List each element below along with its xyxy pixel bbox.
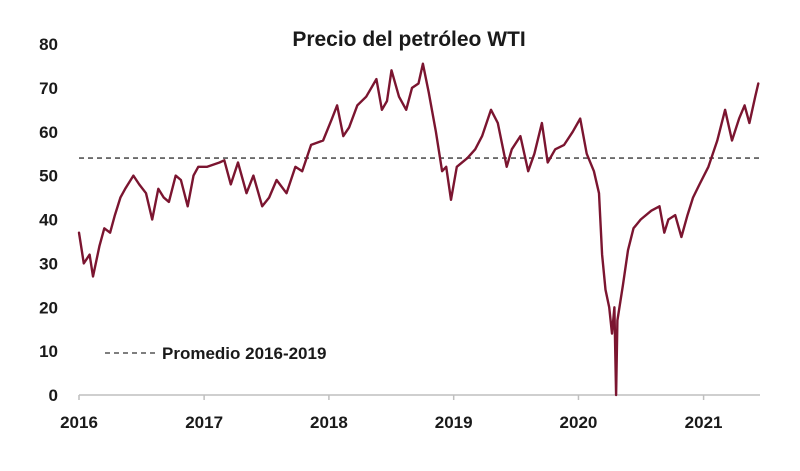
x-tick-label: 2016 xyxy=(60,413,98,432)
y-tick-label: 70 xyxy=(39,79,58,98)
legend-label: Promedio 2016-2019 xyxy=(162,344,326,363)
x-tick-label: 2020 xyxy=(560,413,598,432)
wti-price-line xyxy=(77,62,760,397)
y-tick-label: 60 xyxy=(39,123,58,142)
y-axis: 0 10 20 30 40 50 60 70 80 xyxy=(39,35,58,405)
y-tick-label: 30 xyxy=(39,254,58,273)
chart-title: Precio del petróleo WTI xyxy=(292,28,525,51)
x-tick-label: 2017 xyxy=(185,413,223,432)
legend: Promedio 2016-2019 xyxy=(105,344,326,363)
y-tick-label: 0 xyxy=(49,386,58,405)
x-axis: 2016 2017 2018 2019 2020 2021 xyxy=(60,395,723,432)
y-tick-label: 10 xyxy=(39,342,58,361)
y-tick-label: 80 xyxy=(39,35,58,54)
x-tick-label: 2019 xyxy=(435,413,473,432)
y-tick-label: 40 xyxy=(39,211,58,230)
y-tick-label: 50 xyxy=(39,167,58,186)
x-tick-label: 2021 xyxy=(685,413,723,432)
y-tick-label: 20 xyxy=(39,298,58,317)
x-tick-label: 2018 xyxy=(310,413,348,432)
series-layer xyxy=(77,62,760,397)
